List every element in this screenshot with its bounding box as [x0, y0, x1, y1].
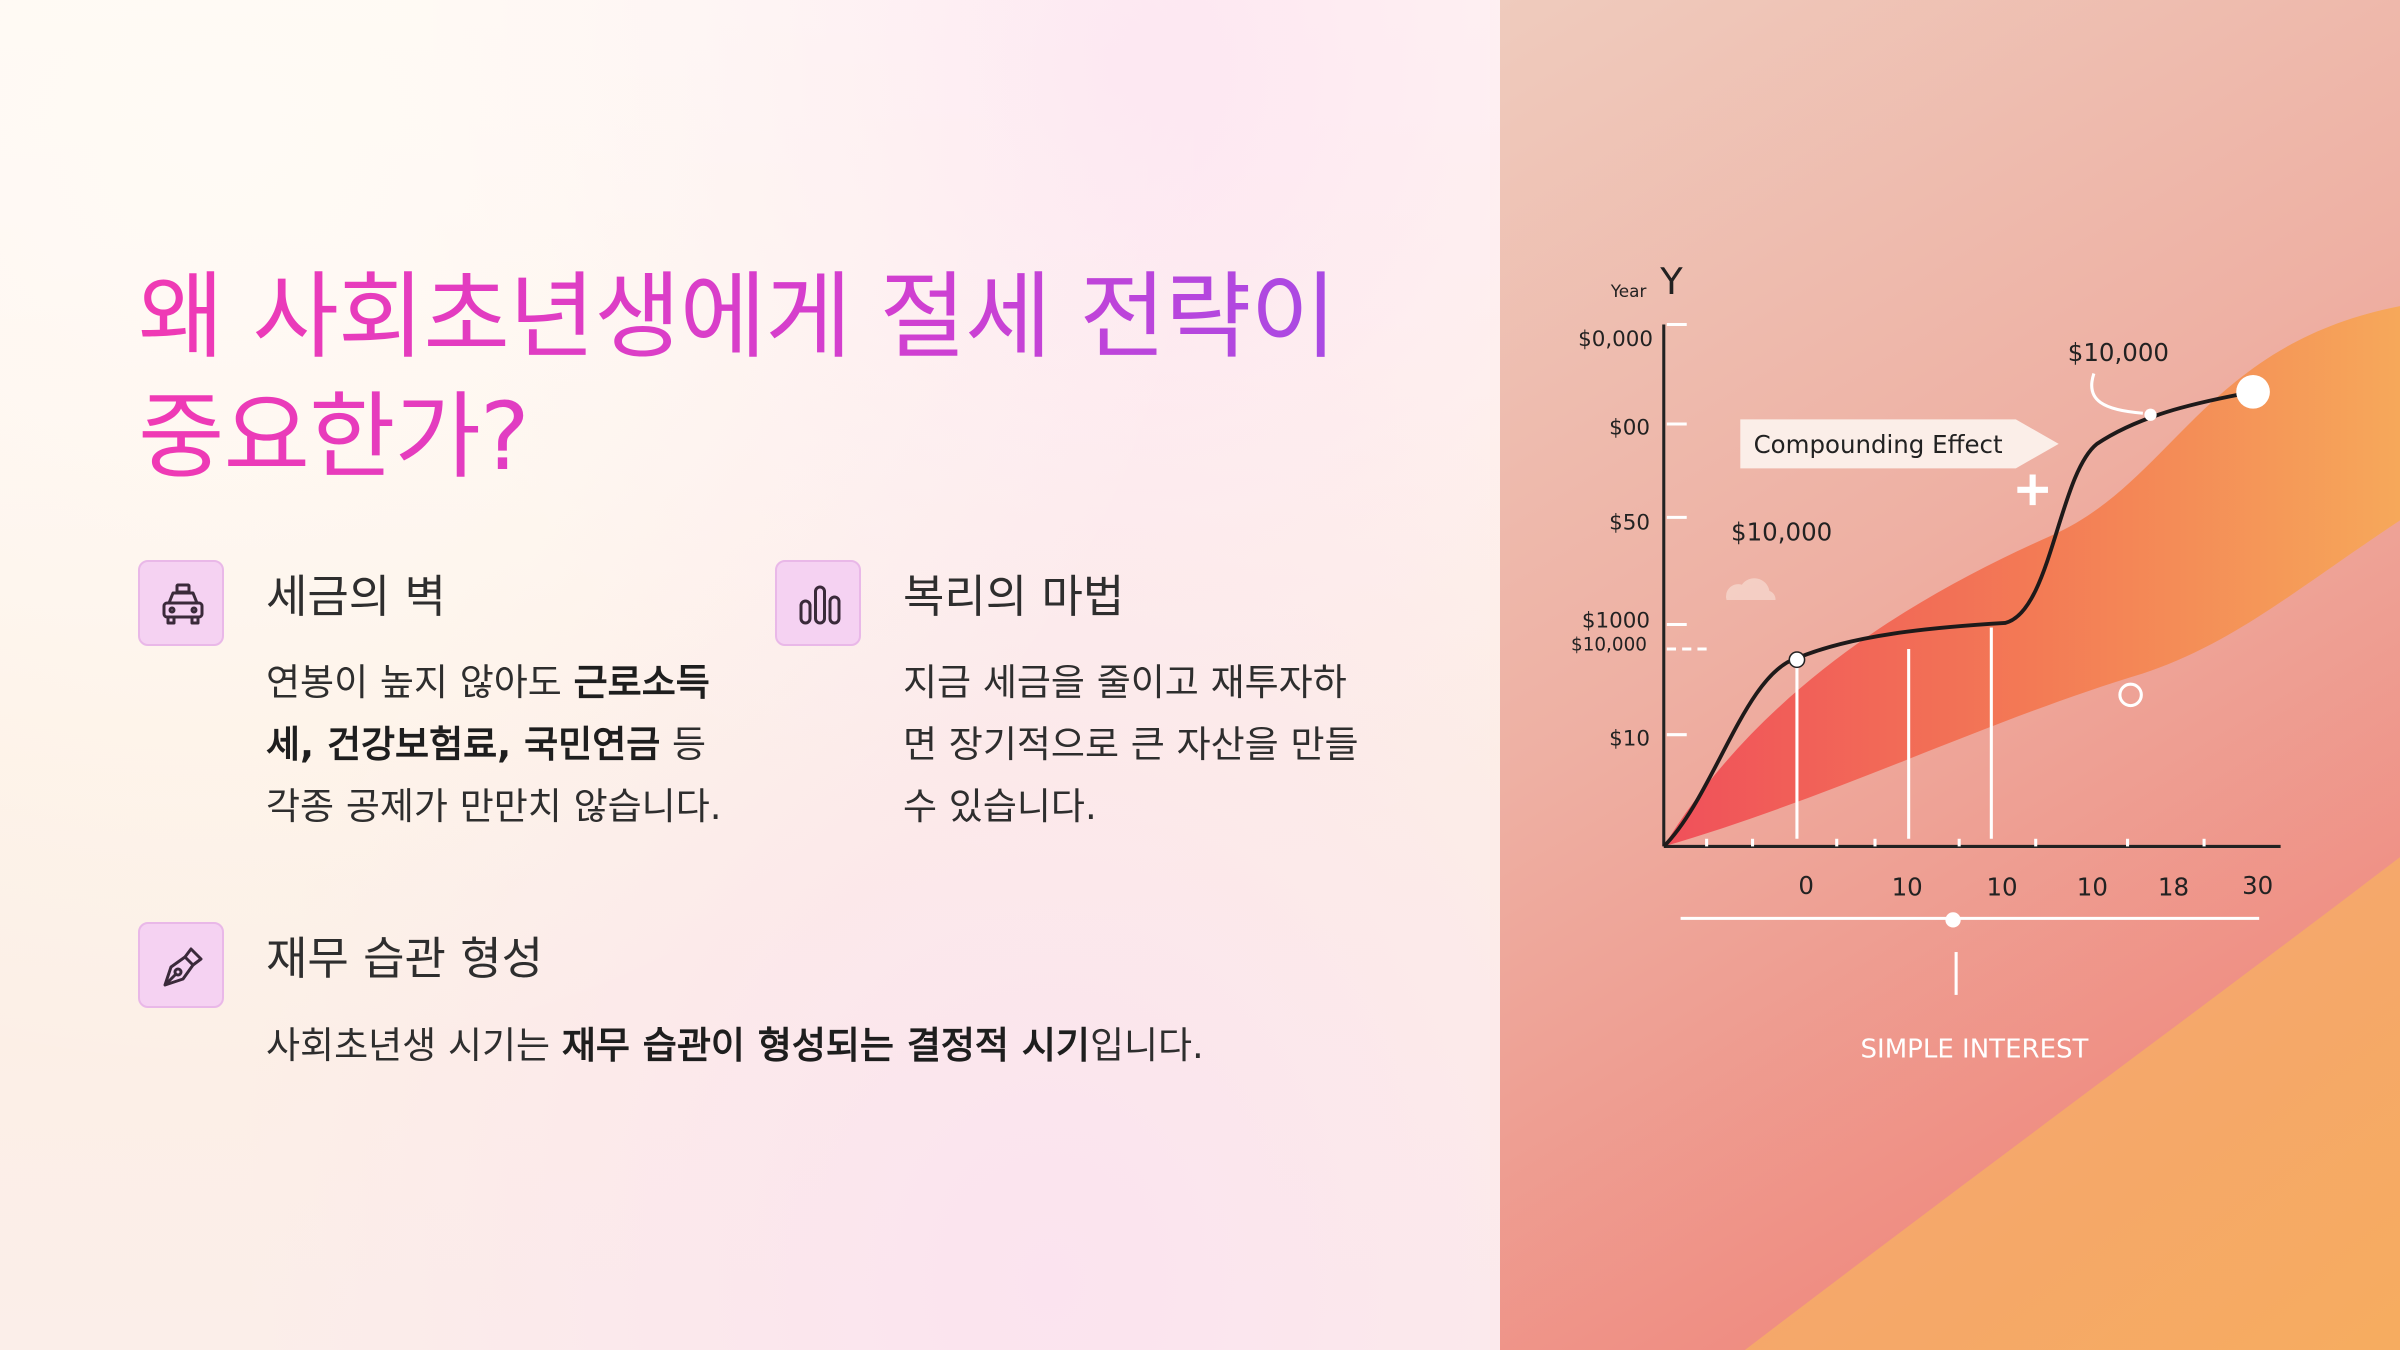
item-body: 연봉이 높지 않아도 근로소득세, 건강보험료, 국민연금 등 각종 공제가 만…: [266, 652, 736, 838]
item-body: 지금 세금을 줄이고 재투자하면 장기적으로 큰 자산을 만들 수 있습니다.: [903, 652, 1373, 838]
x-label: 10: [1892, 872, 1923, 901]
plus-mark: [2017, 474, 2048, 506]
axis-letter: Y: [1659, 260, 1683, 303]
growth-curve: [1662, 389, 2254, 848]
mid-label: $10,000: [1731, 517, 1832, 546]
growth-illustration: Year Y $0,000 $00 $50 $1000 $10,000 $10 …: [1500, 0, 2400, 1350]
y-label: $10: [1609, 726, 1650, 751]
body-text: 입니다.: [1089, 1024, 1204, 1067]
pen-icon: [138, 922, 224, 1008]
car-icon: [138, 560, 224, 646]
illustration-panel: Year Y $0,000 $00 $50 $1000 $10,000 $10 …: [1500, 0, 2400, 1350]
guide-lines: [1795, 627, 1993, 839]
body-text: 지금 세금을 줄이고 재투자하면 장기적으로 큰 자산을 만들 수 있습니다.: [903, 661, 1359, 828]
point-dot: [2144, 408, 2157, 421]
item-heading: 복리의 마법: [903, 570, 1125, 623]
y-label: $10,000: [1571, 635, 1647, 656]
callout-box: [1740, 419, 2059, 469]
x-label: 18: [2158, 872, 2189, 901]
growth-band: [1663, 306, 2400, 847]
content-panel: 왜 사회초년생에게 절세 전략이 중요한가? 세금의 벽 연봉이 높지 않아도 …: [0, 0, 1500, 1350]
x-labels: 0 10 10 10 18 30: [1798, 871, 2273, 902]
slide-title: 왜 사회초년생에게 절세 전략이 중요한가?: [138, 258, 1388, 498]
y-label: $1000: [1582, 609, 1650, 634]
axis-caption: Year: [1610, 281, 1647, 301]
emphasis-text: 근로소득세, 건강보험료, 국민연금: [266, 661, 710, 766]
footer-label: SIMPLE INTEREST: [1861, 1035, 2089, 1065]
cloud: [1725, 578, 1776, 600]
body-text: 등 각종 공제가 만만치 않습니다.: [266, 723, 722, 828]
pointer-line: [2090, 372, 2143, 415]
item-heading: 세금의 벽: [266, 570, 446, 623]
axes: [1662, 324, 2281, 848]
body-text: 연봉이 높지 않아도: [266, 661, 574, 704]
y-labels: $0,000 $00 $50 $1000 $10,000 $10: [1571, 327, 1653, 751]
backdrop-shape: [1744, 857, 2400, 1350]
body-text: 사회초년생 시기는: [266, 1024, 562, 1067]
point-dot: [1788, 651, 1806, 669]
item-heading: 재무 습관 형성: [266, 932, 544, 985]
x-label: 30: [2242, 871, 2273, 900]
emphasis-text: 재무 습관이 형성되는 결정적 시기: [561, 1024, 1090, 1067]
slider-knob: [1945, 912, 1961, 928]
callout-text: Compounding Effect: [1754, 430, 2003, 459]
chart-icon: [775, 560, 861, 646]
item-body: 사회초년생 시기는 재무 습관이 형성되는 결정적 시기입니다.: [266, 1015, 1366, 1077]
x-label: 10: [2077, 872, 2108, 901]
end-dot: [2236, 375, 2270, 409]
y-label: $0,000: [1578, 327, 1653, 352]
axis-ticks: [1666, 322, 2206, 847]
peak-label: $10,000: [2068, 338, 2169, 367]
ring-mark: [2118, 682, 2143, 708]
y-label: $00: [1609, 416, 1650, 441]
y-label: $50: [1609, 511, 1650, 536]
x-label: 0: [1798, 871, 1814, 900]
x-label: 10: [1986, 872, 2017, 901]
